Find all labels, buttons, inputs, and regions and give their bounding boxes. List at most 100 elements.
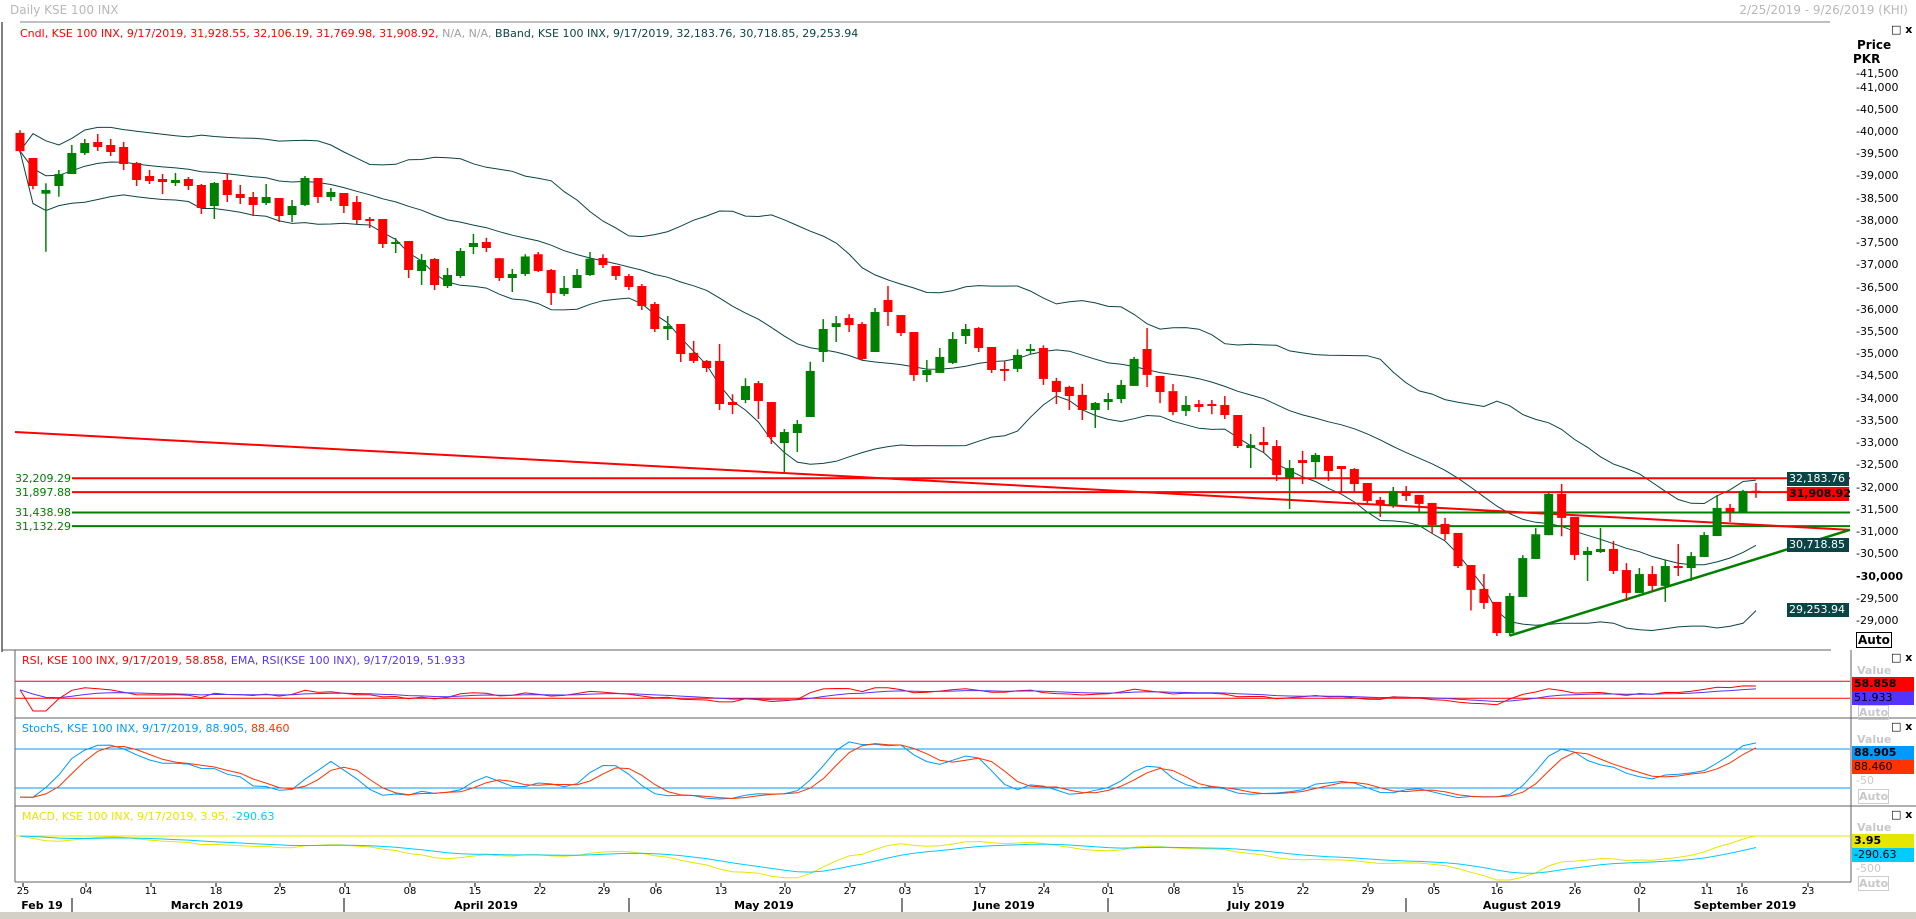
candle xyxy=(235,184,245,205)
candle xyxy=(598,254,608,269)
price-tick-label: -34,500 xyxy=(1856,369,1899,383)
candle-body xyxy=(935,356,945,373)
candle xyxy=(1311,452,1320,479)
candle xyxy=(1738,489,1748,512)
candle-body xyxy=(93,142,103,147)
candle-body xyxy=(468,242,478,247)
candle-body xyxy=(624,276,634,287)
candle xyxy=(1090,402,1100,429)
level-label: 32,209.29 xyxy=(15,472,71,485)
x-day-label: 23 xyxy=(1801,886,1815,897)
candle xyxy=(792,420,802,453)
candle xyxy=(93,134,103,151)
stoch-auto-scale-button[interactable]: Auto xyxy=(1858,789,1890,804)
macd-panel-window-controls[interactable]: □ x xyxy=(1891,808,1912,821)
x-month-label: August 2019 xyxy=(1482,899,1562,912)
rsi-legend: RSI, KSE 100 INX, 9/17/2019, 58.858, EMA… xyxy=(22,654,465,667)
candle-body xyxy=(779,432,789,444)
candle xyxy=(1025,344,1035,355)
candle-body xyxy=(261,196,271,203)
close-icon[interactable]: x xyxy=(1905,808,1913,821)
price-tick-label: -37,000 xyxy=(1856,258,1899,272)
candle-body xyxy=(1647,574,1657,586)
close-icon[interactable]: x xyxy=(1905,651,1913,664)
candle-body xyxy=(1220,405,1230,416)
candle-body xyxy=(235,194,245,199)
candle xyxy=(119,142,129,171)
candle-body xyxy=(598,258,608,265)
rsi-panel-window-controls[interactable]: □ x xyxy=(1891,651,1912,664)
candle-body xyxy=(1077,394,1087,411)
maximize-icon[interactable]: □ xyxy=(1891,720,1902,733)
x-day-label: 29 xyxy=(597,886,611,897)
resistance-trendline xyxy=(14,431,1851,531)
candle xyxy=(1064,385,1074,411)
macd-signal-line xyxy=(19,835,1757,874)
candle-body xyxy=(54,174,64,187)
candle xyxy=(222,174,232,203)
candle-body xyxy=(922,370,932,376)
candle xyxy=(572,268,582,289)
candle xyxy=(1349,468,1359,493)
candle-body xyxy=(1608,548,1618,571)
candle xyxy=(404,240,414,279)
candle xyxy=(1051,377,1061,405)
candle-body xyxy=(1414,494,1424,504)
candle xyxy=(585,252,595,277)
maximize-icon[interactable]: □ xyxy=(1891,651,1902,664)
maximize-icon[interactable]: □ xyxy=(1891,23,1902,36)
candle-body xyxy=(753,383,763,402)
candle-body xyxy=(1557,493,1567,518)
candle xyxy=(1233,415,1243,449)
rsi-auto-scale-button[interactable]: Auto xyxy=(1858,705,1890,720)
candle xyxy=(1414,494,1424,512)
candle xyxy=(637,284,647,311)
price-tick-label: -32,000 xyxy=(1856,480,1899,494)
candle-body xyxy=(1025,348,1035,352)
x-month-label: July 2019 xyxy=(1227,899,1285,912)
candle xyxy=(870,308,880,353)
close-icon[interactable]: x xyxy=(1905,720,1913,733)
candle-body xyxy=(1038,348,1048,379)
chart-title: Daily KSE 100 INX xyxy=(10,3,119,17)
x-day-label: 08 xyxy=(1167,886,1181,897)
candle-body xyxy=(417,260,427,271)
stoch-panel-window-controls[interactable]: □ x xyxy=(1891,720,1912,733)
x-day-label: 16 xyxy=(1490,886,1504,897)
x-month-label: September 2019 xyxy=(1693,899,1797,912)
macd-auto-scale-button[interactable]: Auto xyxy=(1858,876,1890,891)
price-panel-window-controls[interactable]: □ x xyxy=(1891,23,1912,36)
stoch-plot xyxy=(15,741,1850,800)
candle xyxy=(1375,496,1385,517)
price-value-box: 31,908.92 xyxy=(1787,487,1851,502)
candle-body xyxy=(67,152,77,175)
macd-value-box: 3.95 xyxy=(1852,834,1914,848)
candle-body xyxy=(1401,490,1411,497)
x-day-label: 26 xyxy=(1568,886,1582,897)
candle xyxy=(1583,546,1593,581)
candle xyxy=(1168,384,1178,416)
candle-body xyxy=(41,190,51,194)
candle xyxy=(1000,360,1010,381)
candle xyxy=(948,332,958,365)
candle xyxy=(1013,349,1023,373)
candle xyxy=(170,172,180,187)
price-auto-scale-button[interactable]: Auto xyxy=(1856,632,1892,648)
macd-value-header: Value xyxy=(1857,821,1892,834)
close-icon[interactable]: x xyxy=(1905,23,1913,36)
candle-body xyxy=(1272,446,1282,476)
candle xyxy=(1155,375,1165,404)
candle xyxy=(1194,400,1204,413)
candle xyxy=(1077,383,1087,421)
candle-body xyxy=(1323,455,1333,472)
candle xyxy=(1466,565,1476,611)
maximize-icon[interactable]: □ xyxy=(1891,808,1902,821)
candle-body xyxy=(1583,550,1593,555)
candle-body xyxy=(15,132,25,152)
candle xyxy=(1505,592,1515,637)
candle-body xyxy=(300,178,310,205)
horizontal-scrollbar[interactable] xyxy=(0,912,1916,919)
candle xyxy=(1401,486,1411,501)
candle xyxy=(779,429,789,473)
candle xyxy=(1686,552,1696,581)
